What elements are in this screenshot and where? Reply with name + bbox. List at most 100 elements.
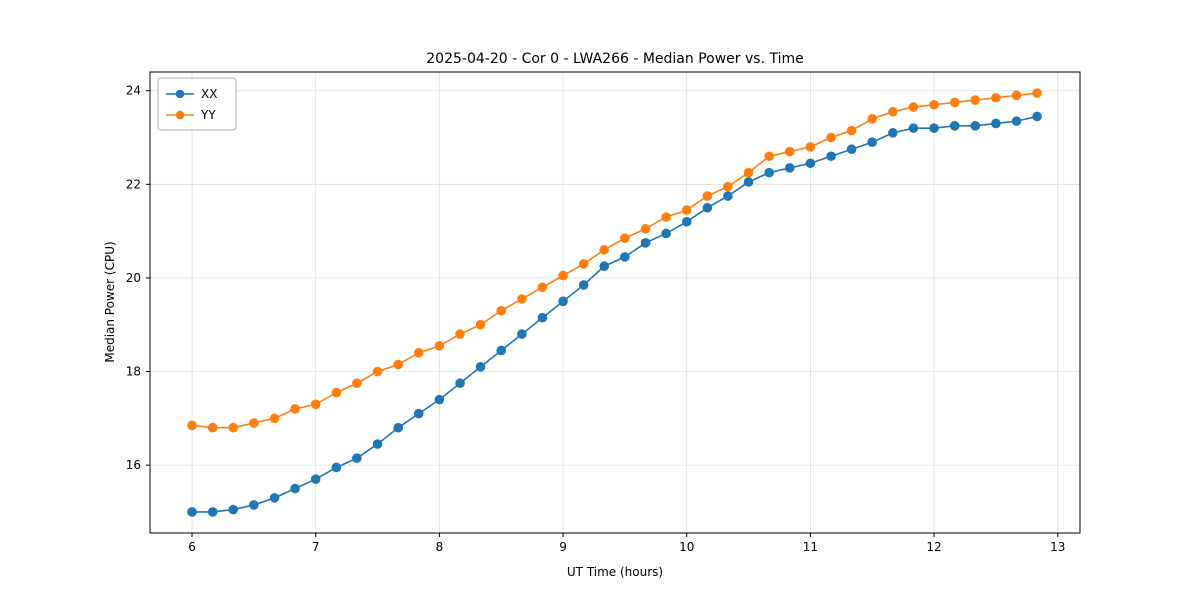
data-point-marker [805, 158, 816, 169]
legend-label: YY [200, 108, 216, 122]
x-tick-label: 10 [679, 540, 694, 554]
legend-marker [175, 89, 185, 99]
x-axis-label: UT Time (hours) [566, 565, 664, 579]
data-point-marker [929, 99, 939, 110]
data-point-marker [578, 259, 589, 269]
data-point-marker [640, 223, 651, 234]
data-point-marker [661, 212, 671, 222]
legend-marker [175, 110, 185, 120]
legend: XX YY [157, 77, 237, 131]
x-tick-label: 6 [188, 540, 196, 554]
data-point-marker [455, 329, 465, 339]
data-point-marker [723, 191, 733, 201]
data-point-marker [681, 216, 692, 227]
data-point-marker [290, 483, 300, 494]
data-point-marker [1011, 90, 1022, 101]
chart-title: 2025-04-20 - Cor 0 - LWA266 - Median Pow… [426, 51, 804, 67]
legend-label: XX [201, 87, 217, 101]
data-point-marker [826, 132, 836, 143]
data-point-marker [991, 92, 1001, 103]
data-point-marker [352, 453, 362, 463]
data-point-marker [331, 462, 342, 473]
series-line [191, 92, 1038, 429]
data-point-marker [331, 387, 342, 398]
data-point-marker [290, 404, 300, 414]
data-point-marker [393, 422, 404, 433]
y-tick-label: 16 [126, 458, 141, 472]
data-point-marker [434, 394, 445, 405]
data-point-marker [599, 261, 610, 272]
data-point-marker [640, 238, 651, 248]
data-point-marker [888, 106, 898, 117]
data-point-marker [537, 312, 548, 323]
y-tick-label: 24 [126, 84, 141, 98]
data-point-marker [372, 439, 383, 449]
data-point-marker [517, 329, 527, 339]
data-point-marker [558, 270, 568, 281]
data-point-marker [578, 280, 589, 290]
data-point-marker [970, 95, 981, 105]
data-point-marker [393, 359, 404, 370]
data-point-marker [1011, 116, 1022, 126]
data-point-marker [352, 378, 362, 389]
data-point-marker [826, 151, 836, 162]
axes-spines [149, 71, 1081, 534]
data-point-marker [991, 118, 1001, 129]
data-point-marker [249, 418, 259, 428]
series-line [192, 115, 1038, 513]
data-point-marker [620, 252, 630, 262]
data-point-marker [1032, 88, 1042, 98]
data-point-marker [537, 282, 548, 293]
data-point-marker [764, 151, 775, 162]
data-point-marker [805, 142, 816, 152]
data-point-marker [743, 177, 754, 187]
data-point-marker [929, 123, 939, 133]
data-point-marker [949, 97, 960, 108]
tick-labels: 6 7 8 9 10 11 12 13 16 18 20 22 24 [126, 84, 1066, 554]
data-point-marker [702, 191, 713, 201]
data-point-marker [888, 128, 898, 138]
data-point-marker [661, 228, 671, 239]
x-tick-label: 7 [312, 540, 320, 554]
data-point-marker [207, 422, 218, 433]
data-point-marker [702, 202, 713, 213]
data-point-marker [413, 348, 424, 358]
data-point-marker [846, 125, 857, 136]
data-point-marker [743, 167, 754, 178]
data-point-marker [228, 504, 239, 515]
data-point-marker [496, 345, 507, 356]
data-point-marker [723, 181, 733, 192]
data-point-marker [620, 233, 630, 243]
data-point-marker [207, 507, 218, 517]
x-tick-label: 9 [559, 540, 567, 554]
data-point-marker [867, 137, 878, 148]
data-point-marker [846, 144, 857, 155]
data-point-marker [310, 399, 321, 410]
data-point-marker [496, 305, 507, 316]
y-tick-label: 20 [126, 271, 141, 285]
x-tick-label: 11 [803, 540, 818, 554]
y-tick-label: 18 [126, 365, 141, 379]
data-point-marker [249, 500, 259, 510]
data-point-marker [517, 294, 527, 304]
x-tick-label: 13 [1050, 540, 1065, 554]
y-tick-label: 22 [126, 177, 141, 191]
data-point-marker [867, 114, 878, 124]
data-point-marker [228, 422, 239, 433]
data-point-marker [764, 167, 775, 178]
x-tick-label: 8 [436, 540, 444, 554]
series-YY [187, 88, 1042, 433]
data-point-marker [475, 319, 486, 330]
data-point-marker [475, 362, 486, 372]
data-point-marker [187, 420, 197, 431]
data-point-marker [310, 474, 321, 484]
data-point-marker [187, 507, 197, 517]
series-XX [187, 111, 1042, 517]
data-point-marker [970, 121, 981, 131]
data-point-marker [558, 296, 568, 307]
data-point-marker [784, 163, 795, 173]
data-point-marker [413, 408, 424, 419]
legend-box [157, 77, 237, 131]
data-point-marker [269, 493, 280, 503]
